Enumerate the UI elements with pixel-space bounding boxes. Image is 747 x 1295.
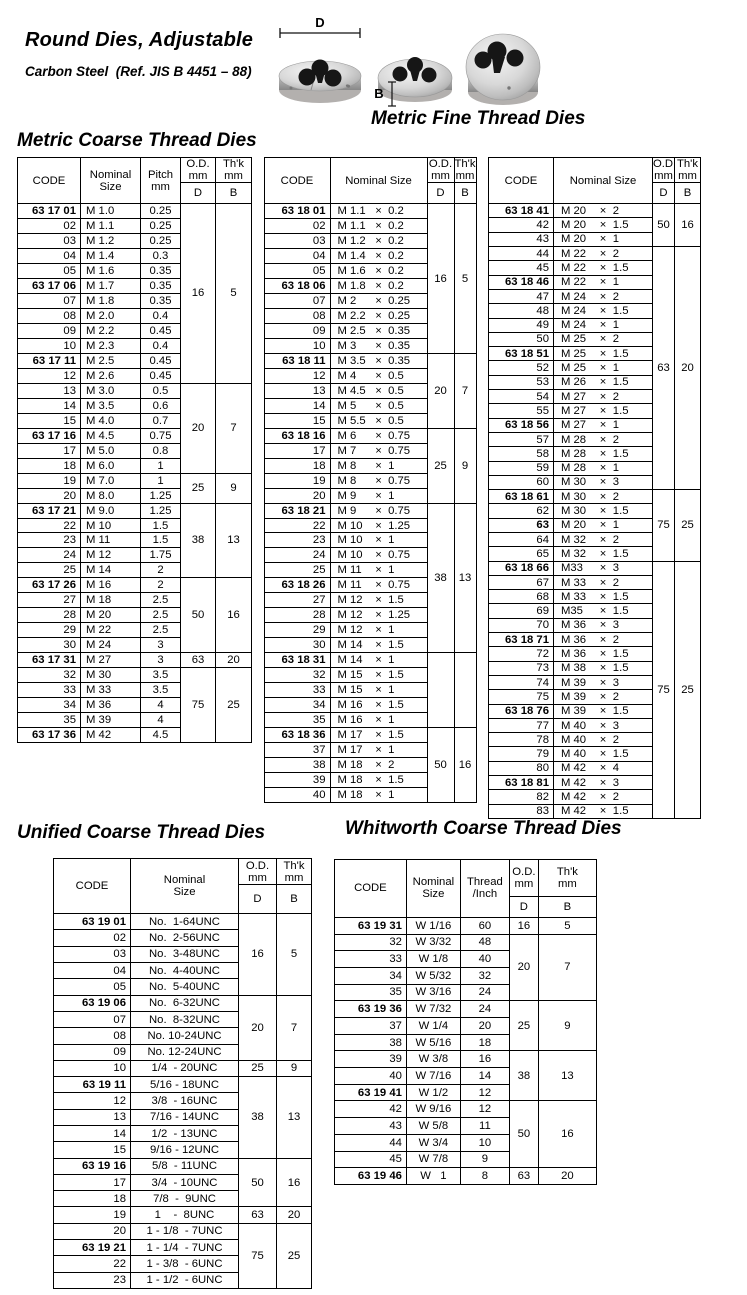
svg-text:B: B — [374, 86, 383, 101]
svg-text:D: D — [315, 15, 324, 30]
